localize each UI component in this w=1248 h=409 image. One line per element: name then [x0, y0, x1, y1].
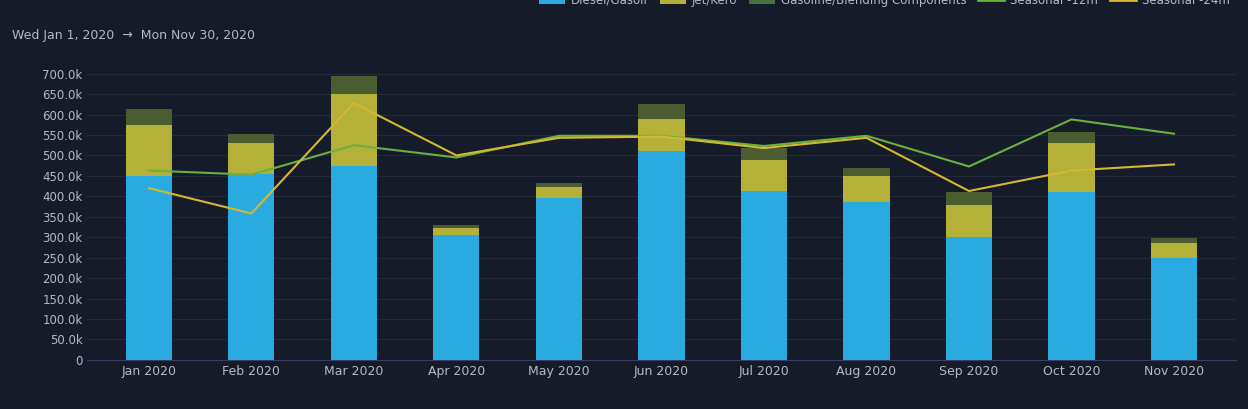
Bar: [946, 192, 992, 204]
Bar: [844, 202, 890, 360]
Bar: [126, 176, 172, 360]
Bar: [741, 191, 787, 360]
Bar: [1048, 132, 1094, 143]
Bar: [946, 204, 992, 237]
Text: Wed Jan 1, 2020  →  Mon Nov 30, 2020: Wed Jan 1, 2020 → Mon Nov 30, 2020: [12, 29, 256, 42]
Bar: [331, 76, 377, 94]
Bar: [331, 94, 377, 166]
Bar: [1151, 258, 1197, 360]
Bar: [1048, 192, 1094, 360]
Bar: [535, 187, 582, 198]
Bar: [639, 151, 684, 360]
Bar: [433, 228, 479, 235]
Bar: [228, 174, 275, 360]
Bar: [741, 148, 787, 160]
Bar: [639, 104, 684, 119]
Bar: [126, 109, 172, 125]
Bar: [1048, 143, 1094, 192]
Bar: [844, 176, 890, 202]
Bar: [535, 183, 582, 187]
Bar: [844, 168, 890, 176]
Bar: [1151, 243, 1197, 258]
Bar: [126, 125, 172, 176]
Bar: [741, 160, 787, 191]
Bar: [228, 143, 275, 174]
Bar: [331, 166, 377, 360]
Bar: [1151, 238, 1197, 243]
Bar: [946, 237, 992, 360]
Bar: [535, 198, 582, 360]
Bar: [433, 235, 479, 360]
Bar: [639, 119, 684, 151]
Bar: [433, 225, 479, 228]
Bar: [228, 134, 275, 143]
Legend: Diesel/Gasoil, Jet/Kero, Gasoline/Blending Components, Seasonal -12m, Seasonal -: Diesel/Gasoil, Jet/Kero, Gasoline/Blendi…: [539, 0, 1229, 7]
